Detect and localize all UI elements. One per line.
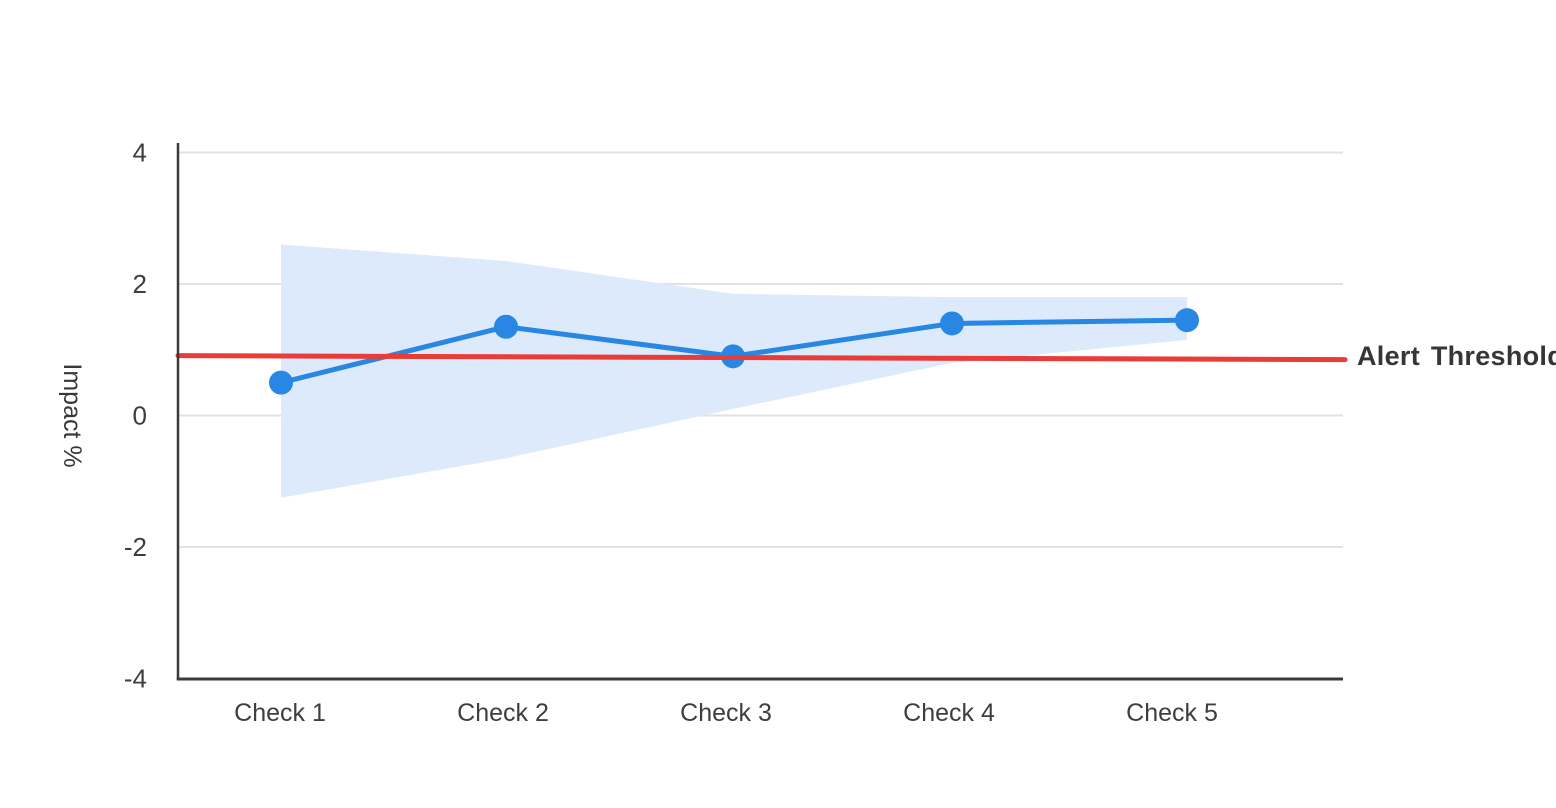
data-point-check-2 xyxy=(494,314,518,339)
y-tick-labels: 4 2 0 -2 -4 xyxy=(124,137,147,693)
data-point-check-5 xyxy=(1175,308,1199,333)
data-point-check-4 xyxy=(940,311,964,336)
confidence-band-area xyxy=(281,244,1187,498)
y-axis-title: Impact % xyxy=(58,363,86,467)
x-tick-label-check-4: Check 4 xyxy=(903,699,995,727)
x-tick-label-check-1: Check 1 xyxy=(234,699,326,727)
y-tick-label-2: 2 xyxy=(133,269,147,299)
y-tick-label--4: -4 xyxy=(124,663,147,693)
x-tick-label-check-3: Check 3 xyxy=(680,699,772,727)
x-tick-label-check-2: Check 2 xyxy=(457,699,549,727)
data-point-check-1 xyxy=(269,370,293,395)
y-tick-label--2: -2 xyxy=(124,532,147,562)
y-tick-label-4: 4 xyxy=(133,137,147,167)
y-tick-label-0: 0 xyxy=(133,400,147,430)
x-tick-labels: Check 1 Check 2 Check 3 Check 4 Check 5 xyxy=(234,699,1218,727)
x-tick-label-check-5: Check 5 xyxy=(1126,699,1218,727)
alert-threshold-label: Alert Threshold xyxy=(1357,341,1556,371)
alert-threshold-line xyxy=(175,353,1348,363)
